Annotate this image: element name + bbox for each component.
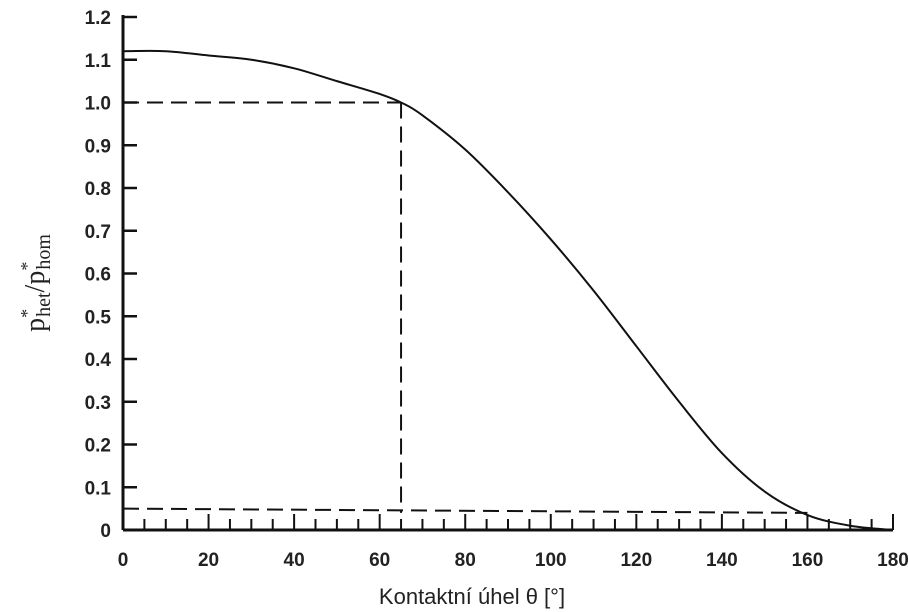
y-tick-labels: 0 0.1 0.2 0.3 0.4 0.5 0.6 0.7 0.8 0.9 1.0 1.1 1.2 (85, 8, 112, 542)
y-axis-title-sub1: het (33, 292, 55, 317)
x-tick-label: 180 (877, 550, 909, 571)
y-tick-label: 0.5 (85, 307, 112, 328)
y-tick-label: 0.2 (85, 436, 111, 457)
x-tick-label: 40 (284, 550, 305, 571)
x-tick-label: 80 (455, 550, 476, 571)
y-tick-label: 0 (100, 521, 111, 542)
x-tick-label: 160 (792, 550, 824, 571)
y-axis-title-p2: p (20, 271, 51, 285)
x-tick-label: 100 (535, 550, 567, 571)
y-tick-label: 0.8 (85, 179, 111, 200)
y-tick-label: 1.2 (85, 8, 111, 29)
x-tick-labels: 0 20 40 60 80 100 120 140 160 180 (118, 550, 909, 571)
y-tick-label: 0.4 (85, 350, 112, 371)
y-tick-label: 0.3 (85, 393, 111, 414)
y-axis-title-sub2: hom (33, 234, 55, 270)
y-axis-title-star2: * (17, 262, 37, 271)
x-axis-title: Kontaktní úhel θ [°] (379, 584, 565, 609)
x-tick-label: 60 (369, 550, 390, 571)
x-tick-label: 120 (620, 550, 652, 571)
y-axis-title-p1: p (20, 318, 51, 332)
series-curve (122, 49, 894, 531)
reference-lines (122, 101, 808, 514)
series-lines (122, 49, 894, 531)
y-tick-label: 0.1 (85, 478, 112, 499)
y-axis-title: p*het/p*hom (17, 234, 55, 332)
x-tick-label: 140 (706, 550, 738, 571)
x-tick-label: 20 (198, 550, 219, 571)
y-tick-label: 1.1 (85, 51, 112, 72)
x-tick-label: 0 (118, 550, 129, 571)
reference-dashed-line (122, 507, 808, 514)
y-axis-title-separator: / (20, 284, 51, 292)
y-tick-label: 0.7 (85, 222, 111, 243)
y-axis-title-star1: * (17, 309, 37, 318)
y-tick-label: 0.9 (85, 136, 111, 157)
y-tick-label: 1.0 (85, 94, 111, 115)
axes (121, 15, 894, 532)
y-tick-label: 0.6 (85, 265, 111, 286)
